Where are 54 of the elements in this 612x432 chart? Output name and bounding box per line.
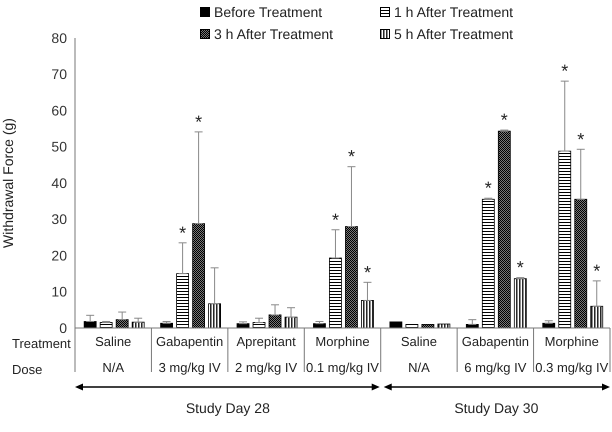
x-tick-label: Gabapentin 6 mg/kg IV [462,334,529,375]
bar [514,278,527,328]
legend-label: Before Treatment [214,4,322,20]
y-tick-label: 30 [51,211,68,228]
annotation: * [484,178,492,198]
x-tick-label: Aprepitant 2 mg/kg IV [235,334,298,375]
legend-label: 5 h After Treatment [394,26,514,42]
annotation: * [577,129,584,150]
bar [284,316,298,328]
annotation: * [179,222,186,243]
bar [176,273,189,328]
bar [389,321,402,328]
y-tick-label: 80 [51,30,68,46]
bar [252,322,266,328]
legend-label: 1 h After Treatment [394,4,514,20]
y-tick-label: 40 [51,174,68,191]
y-tick-label: 70 [51,66,68,82]
annotation: * [332,210,339,230]
bar [498,130,511,328]
bar [329,258,342,328]
y-axis-title: Withdrawal Force (g) [0,118,16,248]
annotation: * [500,110,508,130]
x-tick-label: Gabapentin 3 mg/kg IV [156,334,224,375]
bar [558,150,572,328]
text: Dose [12,362,42,377]
annotation: * [561,61,568,82]
y-tick-label: 10 [51,284,68,300]
y-tick-label: 60 [51,102,68,118]
bar [437,324,450,328]
y-tick-label: 20 [51,247,68,264]
x-tick-label: Morphine 0.1 mg/kg IV [306,334,380,375]
annotation: * [516,258,524,278]
y-tick-label: 0 [59,320,68,336]
annotation: * [195,112,202,132]
legend-label: 3 h After Treatment [214,26,334,42]
bar [361,300,374,328]
bar [116,319,129,328]
annotation: * [364,262,371,282]
bar [482,198,495,328]
annotation: * [348,146,355,167]
x-tick-label: Saline N/A [400,334,437,375]
y-tick-label: 50 [51,138,68,155]
bar [590,306,604,328]
text: Study Day 30 [453,400,540,416]
bar [574,198,588,328]
x-tick-label: Saline N/A [95,334,132,375]
text: Treatment [12,336,71,351]
bar [268,314,282,328]
bar [345,226,358,328]
x-tick-label: Morphine 0.3 mg/kg IV [535,334,609,375]
bar [192,223,205,328]
bar [208,303,221,328]
text: Study Day 28 [184,400,271,416]
annotation: * [593,260,600,281]
